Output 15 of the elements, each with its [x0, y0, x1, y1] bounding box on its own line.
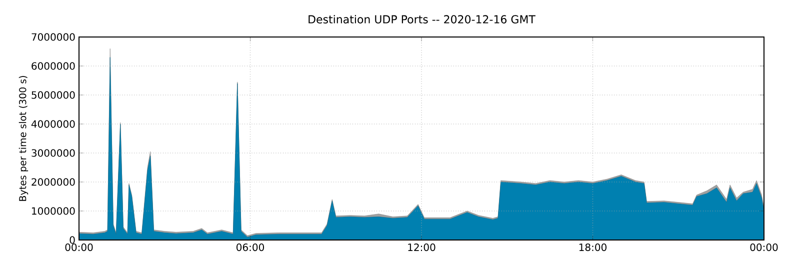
y-tick-label: 5000000	[32, 91, 75, 99]
y-axis-title: Bytes per time slot (300 s)	[18, 76, 28, 201]
x-tick-label: 12:00	[408, 244, 436, 252]
y-tick-label: 0	[70, 236, 75, 244]
chart-title: Destination UDP Ports -- 2020-12-16 GMT	[308, 14, 536, 24]
x-tick-label: 18:00	[579, 244, 606, 252]
x-tick-label: 00:00	[750, 244, 778, 252]
y-tick-label: 2000000	[32, 178, 75, 186]
y-tick-label: 1000000	[32, 207, 75, 215]
y-tick-label: 4000000	[31, 120, 75, 128]
y-tick-label: 7000000	[32, 33, 75, 41]
x-tick-label: 00:00	[65, 244, 93, 252]
x-tick-label: 06:00	[236, 244, 264, 252]
y-tick-label: 3000000	[32, 149, 75, 157]
y-tick-label: 6000000	[32, 62, 75, 70]
